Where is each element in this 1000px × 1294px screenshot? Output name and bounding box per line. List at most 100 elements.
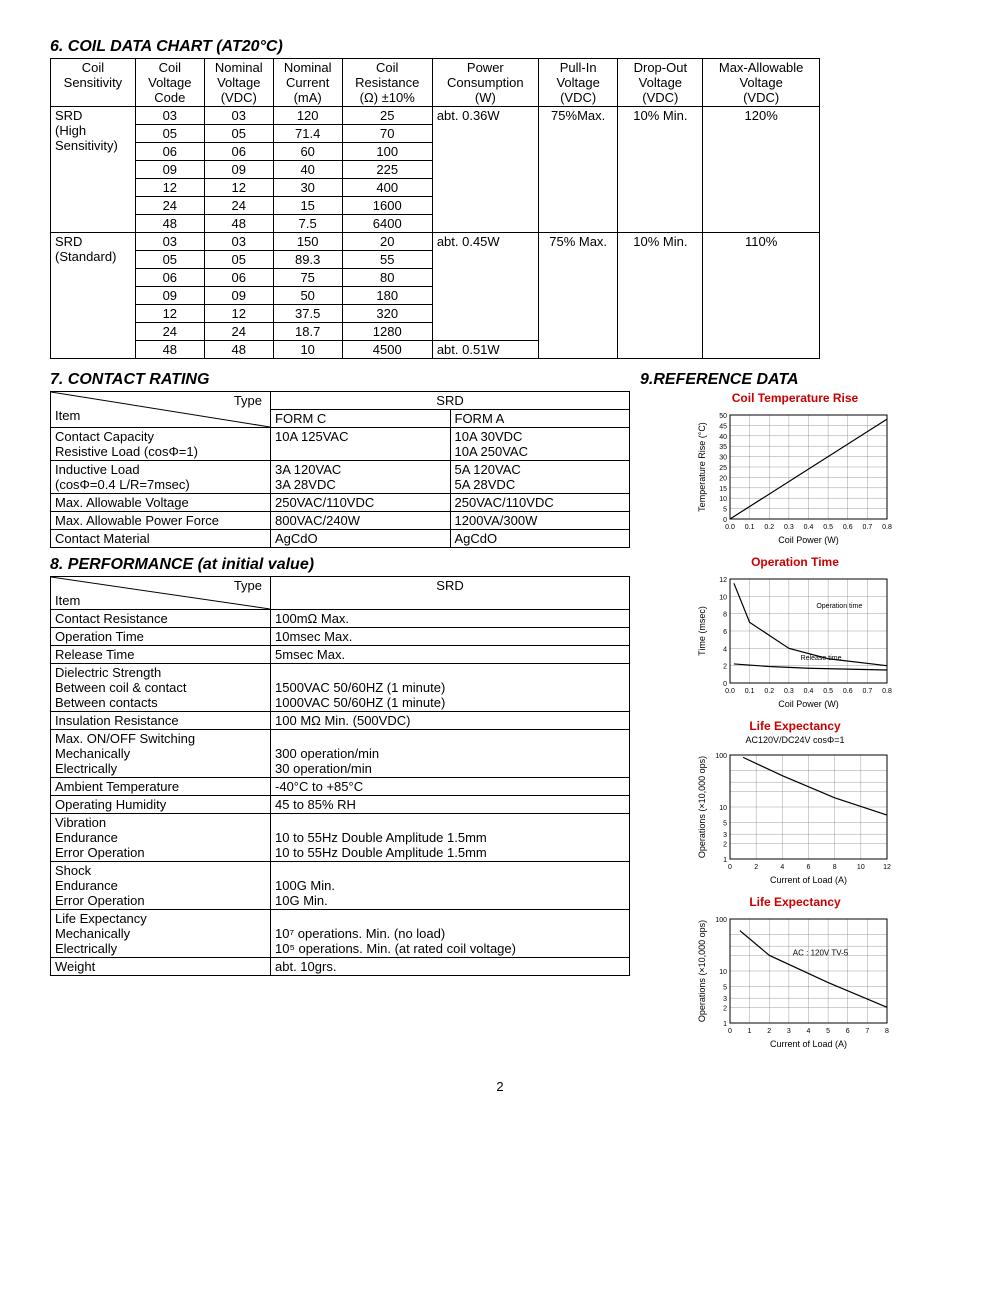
table-cell: 225: [342, 161, 432, 179]
table-cell: 1200VA/300W: [450, 512, 630, 530]
table-cell: 75: [273, 269, 342, 287]
table-cell: 03: [135, 233, 204, 251]
table-cell: 4500: [342, 341, 432, 359]
svg-text:4: 4: [780, 864, 784, 871]
table-cell: Weight: [51, 958, 271, 976]
svg-text:Temperature Rise (°C): Temperature Rise (°C): [697, 422, 707, 512]
svg-text:50: 50: [719, 413, 727, 420]
svg-text:4: 4: [723, 646, 727, 653]
table-cell: 320: [342, 305, 432, 323]
table-cell: 12: [135, 305, 204, 323]
table-cell: Max. Allowable Power Force: [51, 512, 271, 530]
table-header: FORM C: [271, 410, 450, 428]
table-cell: 10% Min.: [618, 107, 703, 233]
table-cell: SRD (High Sensitivity): [51, 107, 136, 233]
chart: Coil Temperature Rise0.00.10.20.30.40.50…: [640, 391, 950, 547]
svg-text:35: 35: [719, 444, 727, 451]
table-cell: 10msec Max.: [271, 628, 630, 646]
chart-svg: 024681012123510100Current of Load (A)Ope…: [695, 747, 895, 887]
table-cell: 100mΩ Max.: [271, 610, 630, 628]
table-cell: 120: [273, 107, 342, 125]
table-cell: 09: [135, 287, 204, 305]
table-cell: 05: [204, 125, 273, 143]
chart-title: Operation Time: [640, 555, 950, 569]
svg-text:8: 8: [885, 1028, 889, 1035]
table-cell: 48: [135, 215, 204, 233]
svg-text:0.0: 0.0: [725, 688, 735, 695]
svg-text:1: 1: [748, 1028, 752, 1035]
chart-title: Life Expectancy: [640, 895, 950, 909]
svg-text:3: 3: [787, 1028, 791, 1035]
svg-text:Coil Power (W): Coil Power (W): [778, 535, 839, 545]
table-cell: 71.4: [273, 125, 342, 143]
svg-text:0.3: 0.3: [784, 524, 794, 531]
table-cell: 24: [204, 197, 273, 215]
table-header: SRD: [271, 577, 630, 610]
svg-text:30: 30: [719, 455, 727, 462]
table-cell: 1280: [342, 323, 432, 341]
svg-text:0.5: 0.5: [823, 688, 833, 695]
table-cell: 06: [135, 143, 204, 161]
table-cell: 05: [204, 251, 273, 269]
table-cell: 03: [135, 107, 204, 125]
table-cell: 09: [204, 287, 273, 305]
svg-text:0.2: 0.2: [764, 688, 774, 695]
svg-text:40: 40: [719, 434, 727, 441]
table-cell: Operating Humidity: [51, 796, 271, 814]
table-header: SRD: [271, 392, 630, 410]
table-cell: Insulation Resistance: [51, 712, 271, 730]
table-cell: 18.7: [273, 323, 342, 341]
svg-text:0: 0: [723, 681, 727, 688]
table-header: TypeItem: [51, 577, 271, 610]
table-cell: Contact Material: [51, 530, 271, 548]
svg-text:1: 1: [723, 857, 727, 864]
table-cell: 06: [204, 143, 273, 161]
table-cell: Max. ON/OFF Switching Mechanically Elect…: [51, 730, 271, 778]
table-cell: 12: [135, 179, 204, 197]
table-cell: 1600: [342, 197, 432, 215]
table-cell: Max. Allowable Voltage: [51, 494, 271, 512]
table-cell: 48: [135, 341, 204, 359]
svg-text:Operations (×10,000 ops): Operations (×10,000 ops): [697, 756, 707, 858]
svg-text:15: 15: [719, 486, 727, 493]
svg-text:12: 12: [883, 864, 891, 871]
page-number: 2: [50, 1079, 950, 1094]
table-cell: 48: [204, 215, 273, 233]
svg-text:0.1: 0.1: [745, 524, 755, 531]
chart: Operation Time0.00.10.20.30.40.50.60.70.…: [640, 555, 950, 711]
svg-text:0.2: 0.2: [764, 524, 774, 531]
table-cell: abt. 0.36W: [432, 107, 538, 233]
table-cell: Vibration Endurance Error Operation: [51, 814, 271, 862]
svg-text:0.3: 0.3: [784, 688, 794, 695]
table-cell: 80: [342, 269, 432, 287]
table-cell: 10 to 55Hz Double Amplitude 1.5mm 10 to …: [271, 814, 630, 862]
svg-text:2: 2: [723, 1005, 727, 1012]
svg-text:5: 5: [723, 821, 727, 828]
section-9-title: 9.REFERENCE DATA: [640, 371, 950, 389]
svg-text:2: 2: [723, 841, 727, 848]
svg-text:Operations (×10,000 ops): Operations (×10,000 ops): [697, 920, 707, 1022]
svg-text:0: 0: [728, 1028, 732, 1035]
svg-text:8: 8: [723, 612, 727, 619]
table-cell: 09: [135, 161, 204, 179]
svg-text:8: 8: [833, 864, 837, 871]
svg-text:0.6: 0.6: [843, 688, 853, 695]
table-cell: 24: [135, 323, 204, 341]
performance-table: TypeItemSRDContact Resistance100mΩ Max.O…: [50, 576, 630, 976]
table-header: Coil Sensitivity: [51, 59, 136, 107]
table-cell: 300 operation/min 30 operation/min: [271, 730, 630, 778]
table-cell: 10⁷ operations. Min. (no load) 10⁵ opera…: [271, 910, 630, 958]
table-cell: 55: [342, 251, 432, 269]
chart: Life Expectancy012345678123510100AC : 12…: [640, 895, 950, 1051]
chart-title: Coil Temperature Rise: [640, 391, 950, 405]
svg-text:3: 3: [723, 996, 727, 1003]
table-cell: abt. 0.45W: [432, 233, 538, 341]
svg-text:12: 12: [719, 577, 727, 584]
svg-text:Current of Load (A): Current of Load (A): [770, 875, 847, 885]
svg-text:Coil Power (W): Coil Power (W): [778, 699, 839, 709]
table-cell: 03: [204, 233, 273, 251]
svg-text:0.7: 0.7: [863, 688, 873, 695]
svg-text:100: 100: [715, 917, 727, 924]
table-cell: 6400: [342, 215, 432, 233]
table-cell: 05: [135, 125, 204, 143]
